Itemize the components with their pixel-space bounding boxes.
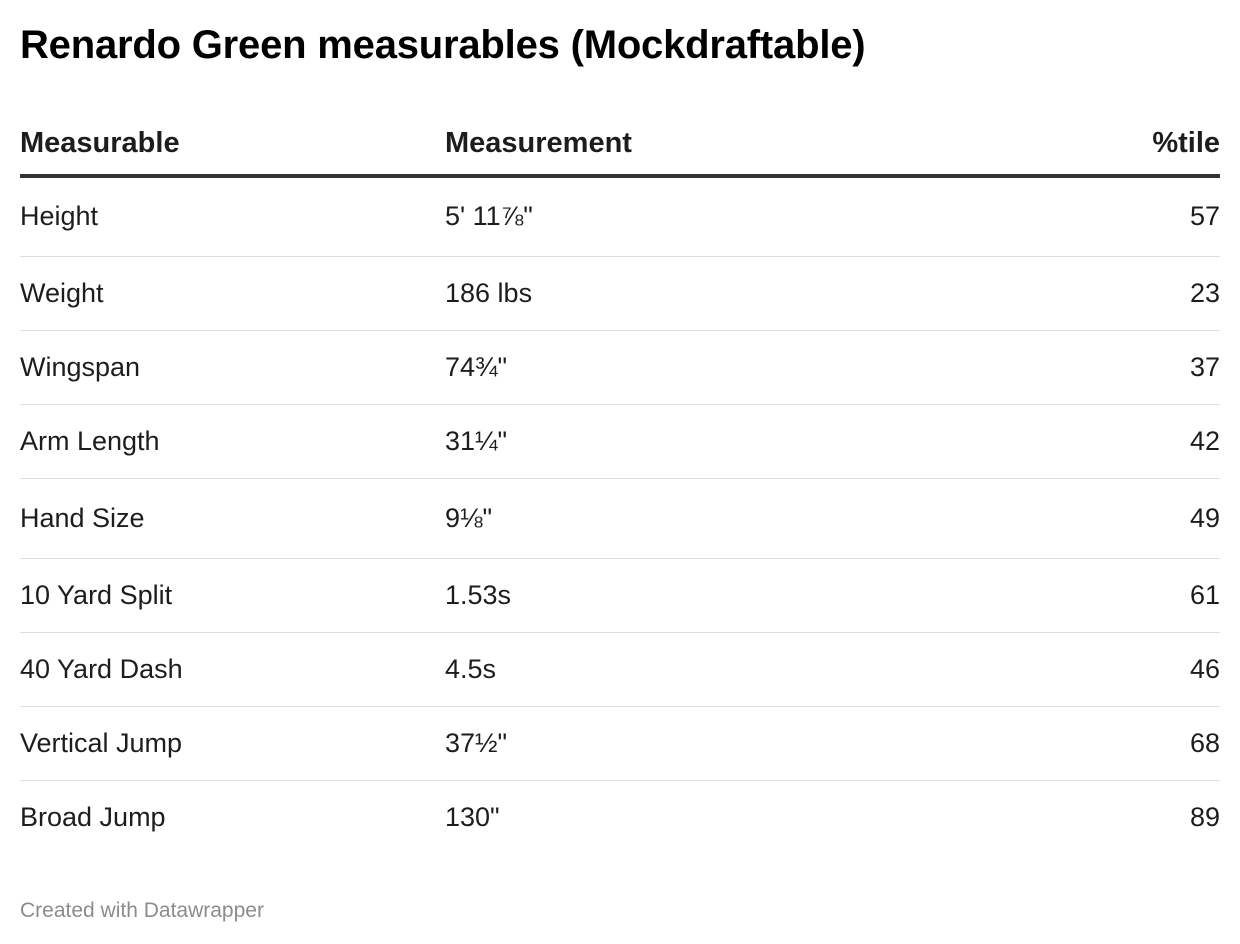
- table-row: Vertical Jump 37½" 68: [20, 706, 1220, 781]
- table-row: Broad Jump 130" 89: [20, 780, 1220, 854]
- cell-measurable: Broad Jump: [20, 801, 166, 832]
- table-row: 40 Yard Dash 4.5s 46: [20, 632, 1220, 707]
- column-header-percentile: %tile: [945, 112, 1220, 178]
- cell-percentile: 68: [945, 706, 1220, 781]
- cell-measurable: Wingspan: [20, 330, 445, 405]
- cell-percentile: 49: [945, 478, 1220, 559]
- table-row: Hand Size 9⅛" 49: [20, 478, 1220, 559]
- cell-measurement: 74¾": [445, 330, 945, 405]
- cell-measurement: 1.53s: [445, 558, 945, 633]
- cell-measurable: Hand Size: [20, 478, 445, 559]
- cell-percentile: 57: [945, 176, 1220, 257]
- cell-percentile: 37: [945, 330, 1220, 405]
- cell-measurement: 186 lbs: [445, 256, 945, 331]
- cell-percentile: 89: [1189, 801, 1220, 832]
- cell-measurable: Arm Length: [20, 404, 445, 479]
- table-row: 10 Yard Split 1.53s 61: [20, 558, 1220, 633]
- cell-measurable: Weight: [20, 256, 445, 331]
- cell-measurement: 37½": [445, 706, 945, 781]
- cell-percentile: 46: [945, 632, 1220, 707]
- datawrapper-credit: Created with Datawrapper: [20, 899, 264, 922]
- cell-measurable: Vertical Jump: [20, 706, 445, 781]
- cell-measurement: 4.5s: [445, 632, 945, 707]
- cell-measurable: 10 Yard Split: [20, 558, 445, 633]
- table-row: Arm Length 31¼" 42: [20, 404, 1220, 479]
- cell-measurable: 40 Yard Dash: [20, 632, 445, 707]
- column-header-measurement: Measurement: [445, 112, 945, 178]
- table-row: Height 5' 11⅞" 57: [20, 176, 1220, 257]
- table-header-row: Measurable Measurement %tile: [20, 112, 1220, 178]
- cell-measurement: 130": [445, 801, 500, 832]
- cell-percentile: 61: [945, 558, 1220, 633]
- cell-measurement: 9⅛": [445, 478, 945, 559]
- cell-measurement: 5' 11⅞": [445, 176, 945, 257]
- measurables-table: Measurable Measurement %tile Height 5' 1…: [20, 112, 1220, 854]
- chart-title: Renardo Green measurables (Mockdraftable…: [20, 23, 866, 67]
- cell-percentile: 23: [945, 256, 1220, 331]
- column-header-measurable: Measurable: [20, 112, 445, 178]
- cell-measurement: 31¼": [445, 404, 945, 479]
- measurables-table-container: Measurable Measurement %tile Height 5' 1…: [20, 112, 1220, 854]
- table-row: Wingspan 74¾" 37: [20, 330, 1220, 405]
- table-row: Weight 186 lbs 23: [20, 256, 1220, 331]
- cell-percentile: 42: [945, 404, 1220, 479]
- cell-measurable: Height: [20, 176, 445, 257]
